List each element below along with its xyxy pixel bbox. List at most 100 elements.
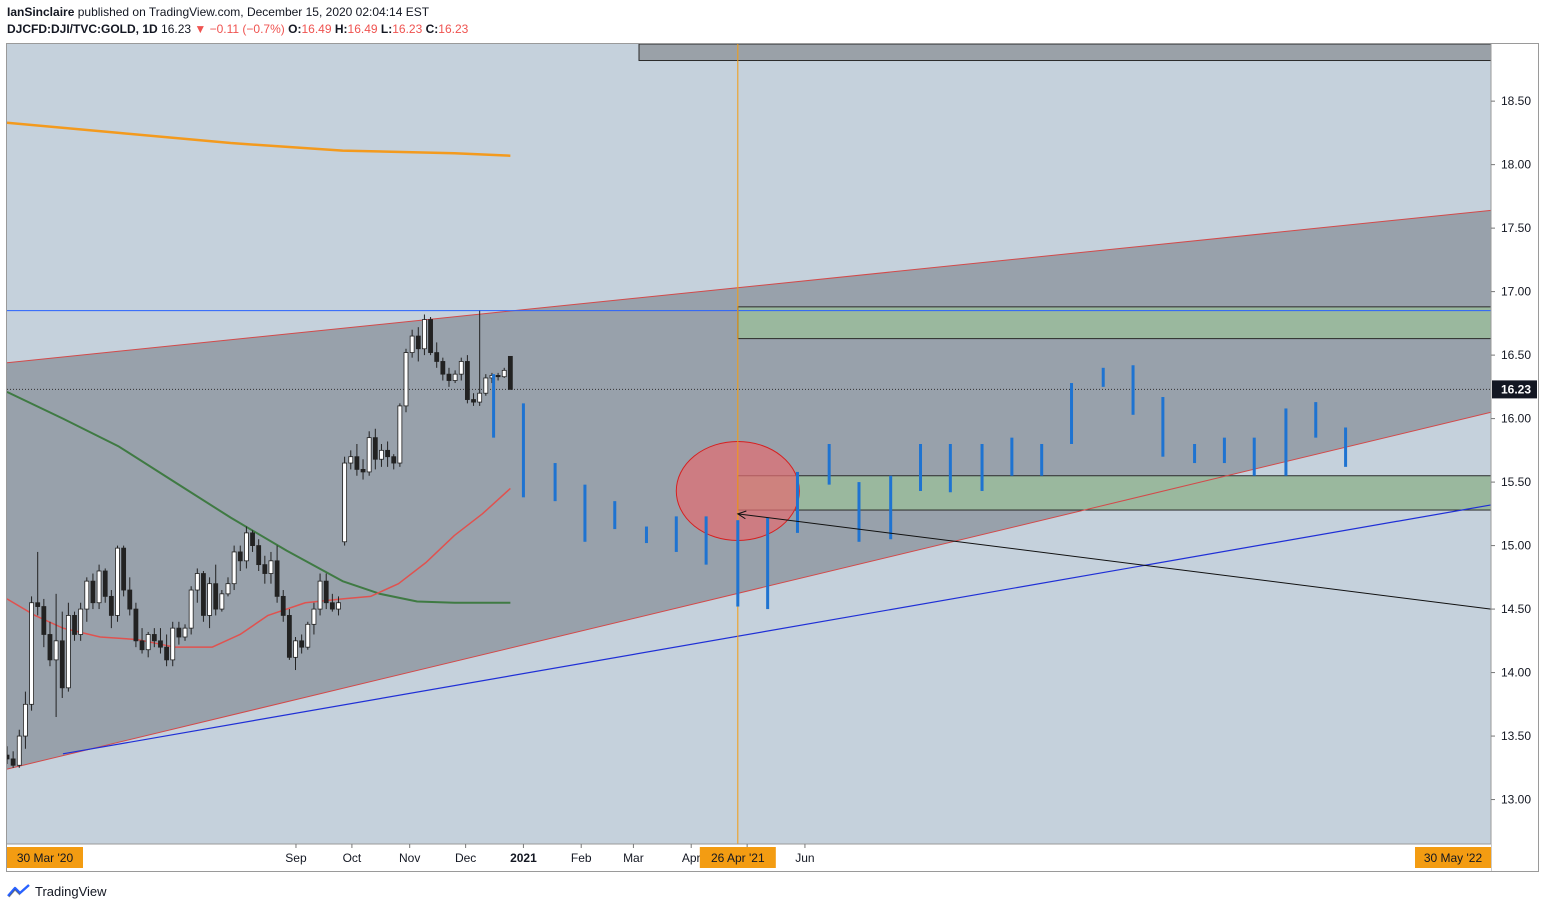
candle-body: [41, 606, 47, 635]
candle-body: [133, 608, 139, 642]
projection-bar: [1161, 397, 1165, 457]
candle-body: [176, 627, 182, 638]
time-tick-label: Feb: [571, 851, 592, 865]
candle-body: [219, 593, 225, 610]
price-tick-label: 15.50: [1501, 475, 1531, 489]
tradingview-logo-icon: [7, 884, 30, 898]
candle-body: [139, 640, 145, 651]
candle-body: [96, 570, 102, 604]
publish-info: published on TradingView.com, December 1…: [77, 5, 430, 19]
date-highlight-label: 30 May '22: [1424, 851, 1483, 865]
candle-body: [225, 583, 231, 595]
candle-body: [495, 375, 501, 378]
projection-bar: [553, 463, 557, 502]
open-label: O:: [288, 22, 302, 36]
candle-body: [262, 564, 268, 574]
candle-body: [440, 361, 446, 375]
candle-body: [336, 602, 341, 610]
candle-body: [311, 608, 317, 625]
projection-bar: [795, 471, 799, 533]
candle-body: [90, 580, 96, 604]
projection-bar: [1222, 437, 1226, 464]
projection-bar: [827, 444, 831, 485]
candle-body: [366, 437, 372, 473]
price-change: ▼ −0.11 (−0.7%): [194, 22, 285, 36]
projection-bar: [583, 484, 587, 542]
candle-body: [59, 640, 65, 689]
candle-body: [422, 319, 427, 350]
projection-bar: [1040, 444, 1044, 476]
candle-body: [102, 570, 108, 597]
publisher-name[interactable]: IanSinclaire: [7, 5, 75, 19]
projection-bar: [948, 444, 952, 493]
projection-bar: [613, 501, 617, 530]
price-tick-label: 14.00: [1501, 666, 1531, 680]
candle-body: [84, 580, 90, 610]
date-highlight-badge: [7, 847, 83, 868]
candle-body: [372, 437, 378, 460]
symbol-label: DJCFD:DJI/TVC:GOLD, 1D: [7, 22, 158, 36]
candle-body: [194, 573, 200, 591]
price-tick-label: 17.00: [1501, 285, 1531, 299]
candle-body: [158, 640, 163, 648]
candle-body: [471, 399, 476, 403]
chart-frame[interactable]: 13.00 13.50 14.00 14.50 15.00 15.50 16.00 16.50…: [6, 43, 1539, 872]
projection-bar: [674, 516, 678, 552]
time-tick-label: Apr: [682, 851, 701, 865]
candle-body: [464, 361, 470, 400]
tradingview-brand: TradingView: [35, 883, 107, 899]
high-value: 16.49: [347, 22, 378, 36]
price-tick-label: 16.50: [1501, 348, 1531, 362]
candle-body: [201, 573, 206, 616]
price-chart[interactable]: 13.00 13.50 14.00 14.50 15.00 15.50 16.00 16.50…: [7, 44, 1538, 871]
projection-bar: [919, 444, 923, 491]
candle-body: [348, 456, 354, 464]
price-tick-label: 18.00: [1501, 158, 1531, 172]
close-value: 16.23: [438, 22, 469, 36]
projection-bar: [1284, 408, 1288, 476]
tradingview-branding[interactable]: TradingView: [7, 881, 107, 901]
candle-body: [397, 405, 403, 464]
candle-body: [317, 580, 323, 610]
projection-bar: [1101, 367, 1105, 387]
candle-body: [428, 319, 433, 353]
projection-bar: [492, 374, 496, 438]
projection-bar: [1344, 427, 1348, 467]
price-tick-label: 13.50: [1501, 729, 1531, 743]
time-tick-label: Nov: [399, 851, 420, 865]
candle-body: [434, 352, 440, 362]
candle-body: [115, 547, 120, 616]
projection-bar: [644, 526, 648, 544]
candle-body: [280, 595, 286, 616]
channel-lower-line: [7, 411, 1492, 770]
candle-body: [213, 583, 219, 610]
date-highlight-badge: [699, 847, 776, 868]
projection-bar: [1193, 444, 1197, 464]
candle-body: [182, 627, 188, 638]
price-tick-label: 18.50: [1501, 94, 1531, 108]
moving-average-orange: [7, 121, 511, 157]
target-zone-lower: [737, 475, 1492, 511]
candle-body: [391, 456, 397, 464]
time-tick-label: Dec: [455, 851, 476, 865]
candle-body: [121, 547, 127, 591]
time-tick-label: Oct: [343, 851, 362, 865]
price-tick-label: 13.00: [1501, 793, 1531, 807]
close-label: C:: [425, 22, 439, 36]
moving-average-red: [7, 487, 511, 648]
candle-body: [446, 373, 452, 381]
support-trendline: [62, 504, 1492, 755]
date-highlight-label: 26 Apr '21: [711, 851, 765, 865]
time-tick-label: 2021: [510, 851, 537, 865]
projection-bar: [1070, 383, 1074, 444]
resistance-zone-top: [638, 44, 1492, 62]
target-zone-upper: [737, 306, 1492, 340]
time-tick-label: Jun: [795, 851, 814, 865]
candle-body: [65, 615, 71, 689]
projection-bar: [521, 403, 525, 498]
price-tick-label: 14.50: [1501, 602, 1531, 616]
candle-body: [501, 369, 507, 378]
candle-body: [483, 377, 489, 394]
price-tick-label: 16.00: [1501, 412, 1531, 426]
candle-body: [244, 532, 249, 562]
